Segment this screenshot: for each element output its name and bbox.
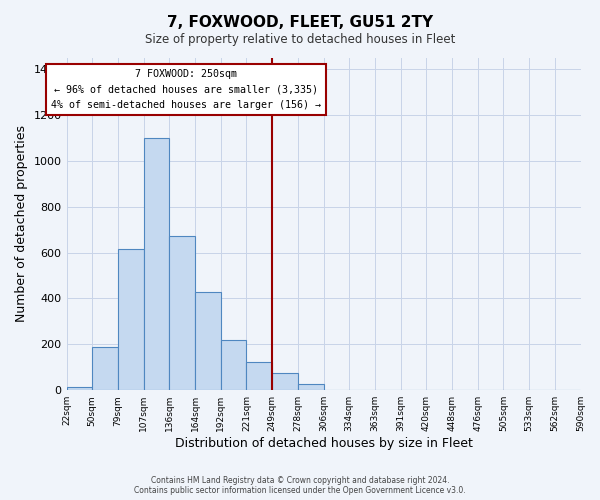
Text: 7, FOXWOOD, FLEET, GU51 2TY: 7, FOXWOOD, FLEET, GU51 2TY [167,15,433,30]
Bar [272,373,298,390]
Bar [169,236,195,390]
Bar [67,387,92,390]
Text: Contains HM Land Registry data © Crown copyright and database right 2024.
Contai: Contains HM Land Registry data © Crown c… [134,476,466,495]
X-axis label: Distribution of detached houses by size in Fleet: Distribution of detached houses by size … [175,437,472,450]
Text: 7 FOXWOOD: 250sqm
← 96% of detached houses are smaller (3,335)
4% of semi-detach: 7 FOXWOOD: 250sqm ← 96% of detached hous… [51,69,321,110]
Y-axis label: Number of detached properties: Number of detached properties [15,126,28,322]
Bar [247,362,272,390]
Bar [221,340,247,390]
Bar [118,249,143,390]
Bar [92,346,118,390]
Bar [298,384,323,390]
Text: Size of property relative to detached houses in Fleet: Size of property relative to detached ho… [145,32,455,46]
Bar [195,292,221,390]
Bar [143,138,169,390]
